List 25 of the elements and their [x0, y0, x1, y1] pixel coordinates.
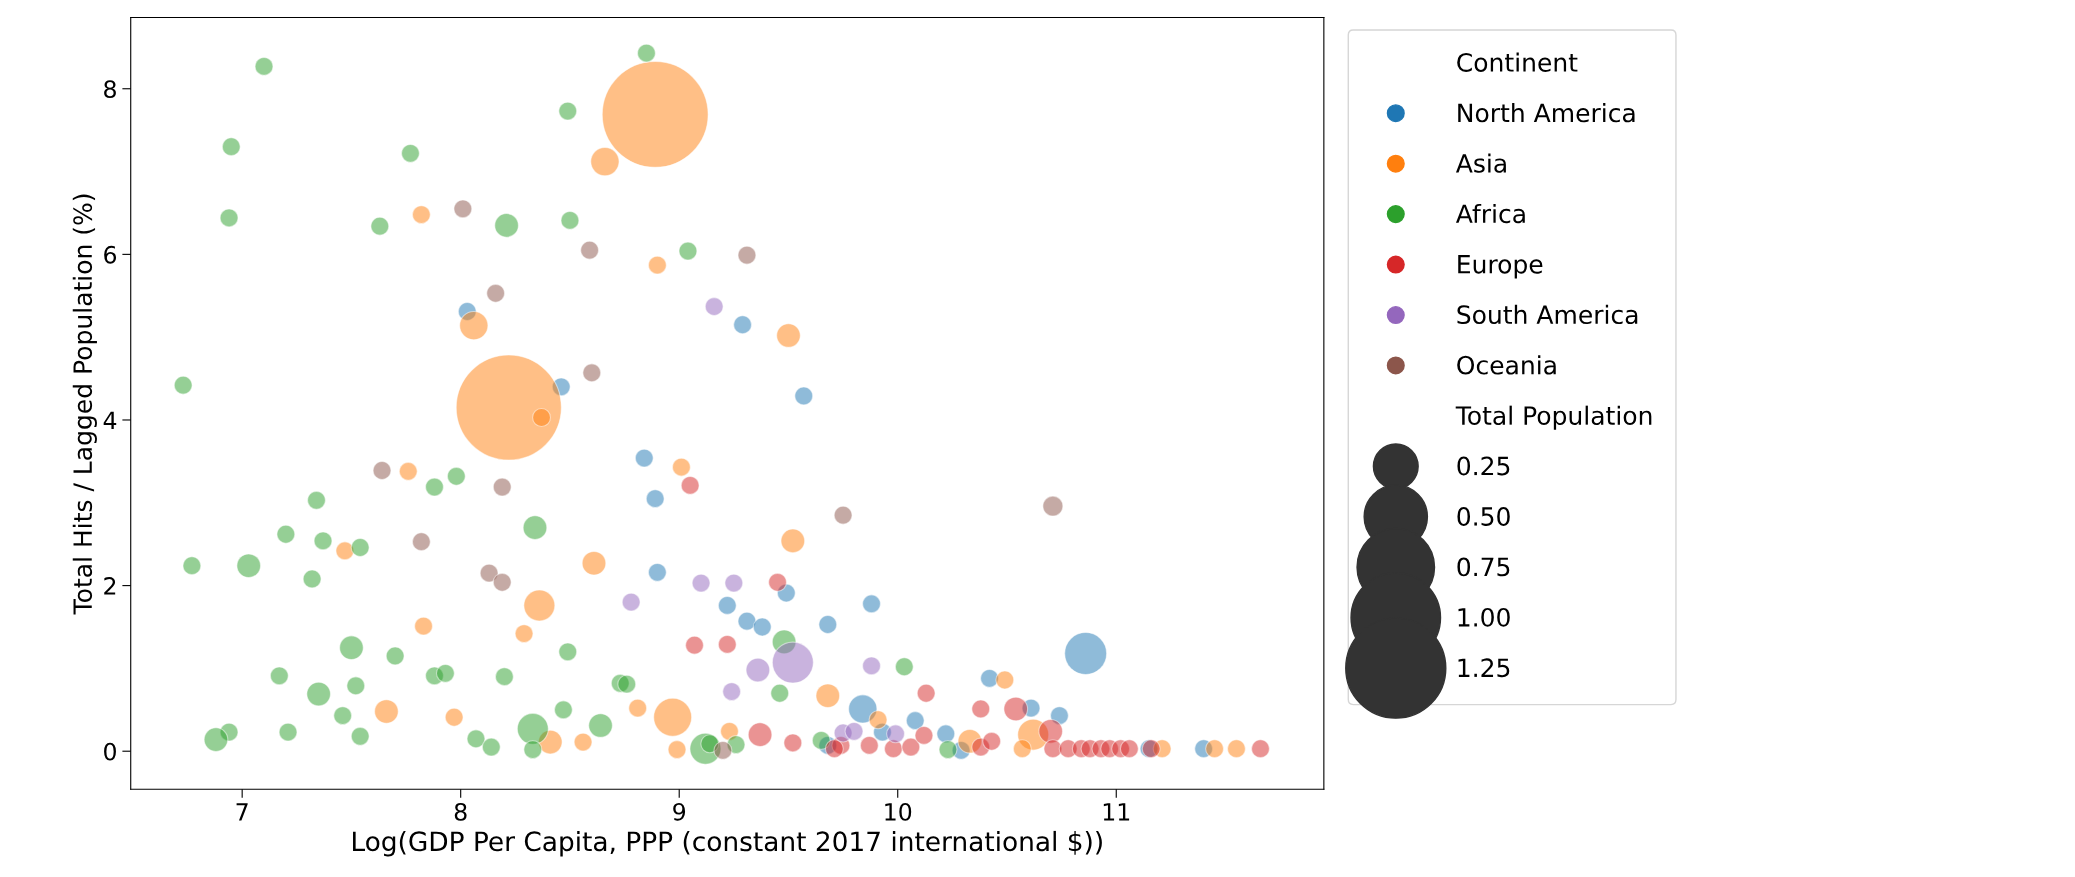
x-tick-label: 10 — [885, 802, 912, 821]
legend-label: Europe — [1458, 255, 1543, 279]
y-tick-label: 6 — [104, 245, 117, 264]
legend-label: North America — [1458, 102, 1635, 123]
legend-label: Oceania — [1457, 355, 1556, 375]
legend-label: Asia — [1455, 153, 1506, 173]
x-tick-label: 8 — [454, 802, 467, 821]
x-tick-label: 7 — [236, 803, 248, 821]
x-axis-title: Log(GDP Per Capita, PPP (constant 2017 international $)) — [353, 830, 1102, 857]
legend-label: 1.00 — [1458, 607, 1510, 627]
legend-label: 0.50 — [1457, 506, 1510, 526]
legend-label: 0.25 — [1457, 456, 1510, 476]
y-tick-label: 8 — [104, 80, 116, 99]
legend-label: 1.25 — [1458, 658, 1510, 678]
legend-label: Africa — [1455, 203, 1525, 224]
x-tick-label: 11 — [1103, 803, 1130, 821]
text: Continent — [1457, 52, 1578, 72]
legend-label: South America — [1457, 304, 1638, 325]
y-axis-title: Total Hits / Lagged Population (%) — [72, 194, 97, 615]
x-tick-label: 9 — [673, 802, 686, 821]
y-tick-label: 0 — [104, 742, 116, 761]
y-tick-label: 2 — [104, 577, 116, 595]
text: Total Population — [1455, 405, 1652, 430]
legend-label: 0.75 — [1457, 557, 1510, 577]
y-tick-label: 4 — [103, 411, 117, 429]
